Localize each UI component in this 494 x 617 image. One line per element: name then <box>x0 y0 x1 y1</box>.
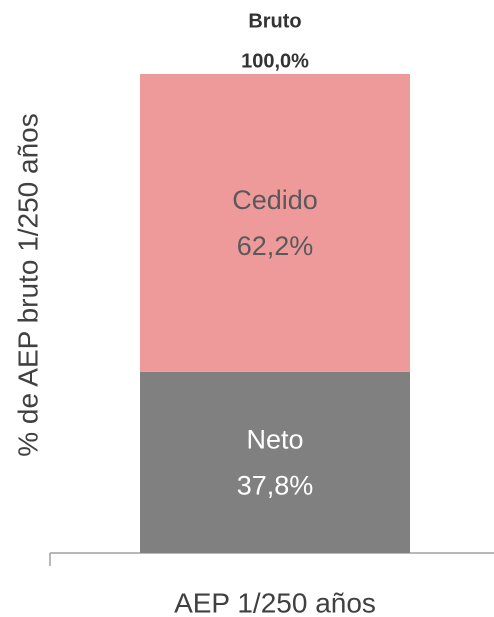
segment-value-label: 62,2% <box>237 231 314 261</box>
total-label: 100,0% <box>241 50 309 72</box>
x-tick-label: AEP 1/250 años <box>174 587 376 617</box>
bar-segment <box>140 371 410 553</box>
y-axis-label: % de AEP bruto 1/250 años <box>12 113 43 457</box>
segment-value-label: 37,8% <box>237 471 314 501</box>
segment-name: Cedido <box>232 185 318 215</box>
segment-name: Neto <box>246 425 303 455</box>
bar-segment <box>140 74 410 372</box>
total-name: Bruto <box>248 10 301 32</box>
